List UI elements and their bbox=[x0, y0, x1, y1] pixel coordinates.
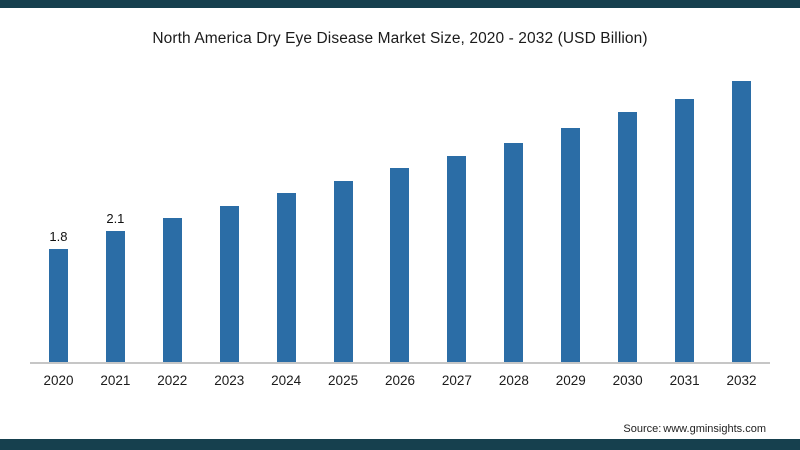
bar-column bbox=[144, 218, 201, 362]
bar-column bbox=[656, 99, 713, 362]
top-border-bar bbox=[0, 0, 800, 8]
x-tick-label: 2031 bbox=[669, 373, 700, 388]
bar-column bbox=[428, 156, 485, 362]
x-tick-label: 2030 bbox=[612, 373, 643, 388]
bar-2029 bbox=[561, 128, 581, 362]
bar-2026 bbox=[390, 168, 410, 362]
x-tick-label: 2024 bbox=[271, 373, 302, 388]
bar-column bbox=[315, 181, 372, 362]
bar-2024 bbox=[276, 193, 296, 362]
x-tick-label: 2027 bbox=[441, 373, 472, 388]
source-url: www.gminsights.com bbox=[663, 423, 766, 435]
bar-column: 2.1 bbox=[87, 211, 144, 362]
bar-column bbox=[485, 143, 542, 362]
bar-column bbox=[542, 128, 599, 362]
bar-2021 bbox=[105, 231, 125, 362]
chart-title: North America Dry Eye Disease Market Siz… bbox=[152, 30, 648, 47]
x-tick-label: 2029 bbox=[555, 373, 586, 388]
x-tick-label: 2025 bbox=[328, 373, 359, 388]
bar-column bbox=[372, 168, 429, 362]
bar-value-label: 2.1 bbox=[106, 211, 125, 226]
x-tick-label: 2020 bbox=[43, 373, 74, 388]
bar-2020 bbox=[48, 249, 68, 362]
x-tick-label: 2032 bbox=[726, 373, 757, 388]
bar-column bbox=[599, 112, 656, 362]
bar-column bbox=[201, 206, 258, 362]
source-label: Source: bbox=[623, 423, 662, 435]
bar-2032 bbox=[732, 81, 752, 362]
bar-2025 bbox=[333, 181, 353, 362]
bar-value-label: 1.8 bbox=[49, 229, 68, 244]
bar-2023 bbox=[219, 206, 239, 362]
bottom-border-bar bbox=[0, 439, 800, 450]
x-tick-label: 2026 bbox=[384, 373, 416, 388]
source-attribution: Source: www.gminsights.com bbox=[623, 423, 768, 435]
x-tick-label: 2028 bbox=[498, 373, 529, 388]
bar-column bbox=[713, 81, 770, 362]
bar-column bbox=[258, 193, 315, 362]
bar-2022 bbox=[162, 218, 182, 362]
x-tick-label: 2023 bbox=[214, 373, 245, 388]
bar-2030 bbox=[618, 112, 638, 362]
bar-2031 bbox=[675, 99, 695, 362]
plot-area: 1.8 2.1 bbox=[30, 62, 770, 364]
bar-2028 bbox=[504, 143, 524, 362]
bar-column: 1.8 bbox=[30, 229, 87, 362]
bar-2027 bbox=[447, 156, 467, 362]
x-tick-label: 2022 bbox=[157, 373, 188, 388]
x-tick-label: 2021 bbox=[100, 373, 131, 388]
x-axis: 2020 2021 2022 2023 2024 2025 2026 2027 2028 2029… bbox=[30, 364, 770, 388]
